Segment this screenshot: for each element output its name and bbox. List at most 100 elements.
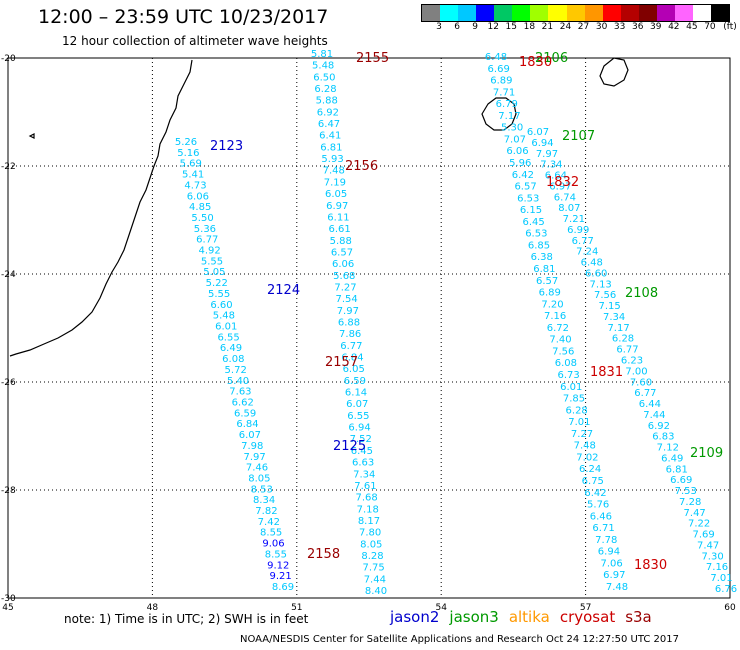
- legend-tick-label: 30: [595, 22, 608, 32]
- legend-swatch: [476, 5, 495, 21]
- wave-height-value: 6.77: [340, 341, 362, 352]
- wave-height-value: 6.62: [232, 397, 254, 408]
- legend-tick-label: 70: [704, 22, 716, 32]
- wave-height-value: 4.92: [199, 246, 221, 257]
- satellite-legend-s3a: s3a: [625, 608, 652, 626]
- wave-height-value: 8.34: [253, 495, 275, 506]
- wave-height-value: 5.55: [208, 289, 230, 300]
- lat-tick-label: -28: [1, 486, 16, 496]
- legend-swatch: [584, 5, 603, 21]
- wave-height-value: 8.53: [251, 484, 273, 495]
- wave-height-value: 7.53: [675, 486, 697, 497]
- wave-height-value: 6.01: [560, 382, 582, 393]
- wave-height-value: 5.30: [501, 123, 523, 134]
- wave-height-value: 6.50: [313, 72, 335, 83]
- legend-tick-label: 15: [505, 22, 518, 32]
- wave-height-value: 7.48: [574, 441, 596, 452]
- wave-height-value: 7.27: [571, 429, 593, 440]
- wave-height-value: 5.88: [316, 96, 338, 107]
- pass-label-jason3: 2107: [562, 129, 595, 144]
- wave-height-value: 8.69: [272, 582, 294, 593]
- wave-height-value: 8.07: [558, 203, 580, 214]
- pass-label-cryosat: 1832: [546, 175, 579, 190]
- wave-height-value: 7.15: [598, 301, 620, 312]
- legend-tick-label: 27: [577, 22, 590, 32]
- legend-swatch: [656, 5, 675, 21]
- pass-label-s3a: 2157: [325, 355, 358, 370]
- wave-height-value: 6.94: [598, 547, 620, 558]
- wave-height-value: 7.22: [688, 519, 710, 530]
- wave-height-value: 8.40: [365, 586, 387, 597]
- wave-height-value: 7.47: [684, 508, 706, 519]
- legend-tick-label: 39: [650, 22, 662, 32]
- legend-tick-label: 18: [523, 22, 536, 32]
- wave-height-value: 7.28: [679, 497, 701, 508]
- wave-height-value: 8.05: [360, 539, 382, 550]
- wave-height-value: 5.76: [587, 500, 609, 511]
- wave-height-value: 6.84: [236, 419, 258, 430]
- wave-height-value: 6.75: [582, 476, 604, 487]
- legend-tick-label: 12: [487, 22, 499, 32]
- wave-height-value: 6.97: [549, 181, 571, 192]
- wave-height-value: 7.97: [536, 149, 558, 160]
- pass-label-jason3: 2109: [690, 446, 723, 461]
- legend-swatch: [602, 5, 621, 21]
- wave-height-value: 6.55: [347, 411, 369, 422]
- pass-label-s3a: 2155: [356, 51, 389, 66]
- legend-swatch: [566, 5, 585, 21]
- wave-height-value: 7.16: [706, 562, 728, 573]
- lat-tick-label: -30: [1, 594, 16, 604]
- map-axis-labels: 45 48 51 54 57 60 -20 -22 -24 -26 -28 -30: [1, 54, 736, 610]
- wave-height-value: 7.44: [643, 410, 665, 421]
- wave-height-value: 6.45: [351, 446, 373, 457]
- pass-label-jason2: 2123: [210, 139, 243, 154]
- altimeter-tracks: 5.815.486.506.285.886.926.476.416.815.93…: [175, 49, 737, 597]
- lat-tick-label: -26: [1, 378, 16, 388]
- wave-height-value: 6.42: [584, 488, 606, 499]
- wave-height-value: 5.55: [201, 256, 223, 267]
- wave-height-value: 7.80: [359, 528, 381, 539]
- wave-height-value: 6.81: [666, 464, 688, 475]
- wave-height-value: 6.06: [332, 259, 354, 270]
- wave-height-value: 5.48: [312, 61, 334, 72]
- wave-height-value: 7.69: [692, 530, 714, 541]
- wave-height-value: 4.85: [189, 202, 211, 213]
- wave-height-value: 6.07: [527, 127, 549, 138]
- wave-height-value: 5.36: [194, 224, 216, 235]
- color-scale-legend: [421, 4, 730, 22]
- wave-height-value: 7.78: [595, 535, 617, 546]
- wave-height-value: 7.71: [493, 87, 515, 98]
- wave-height-value: 7.21: [563, 214, 585, 225]
- wave-height-value: 5.16: [177, 148, 199, 159]
- wave-height-value: 6.99: [567, 225, 589, 236]
- wave-height-value: 9.21: [270, 571, 292, 582]
- wave-height-value: 7.01: [568, 417, 590, 428]
- lat-tick-label: -24: [1, 270, 16, 280]
- wave-height-value: 6.61: [328, 224, 350, 235]
- wave-height-value: 7.20: [541, 299, 563, 310]
- wave-height-value: 6.71: [592, 523, 614, 534]
- legend-tick-label: 21: [541, 22, 554, 32]
- legend-tick-label: 45: [686, 22, 698, 32]
- wave-height-value: 7.82: [255, 506, 277, 517]
- wave-height-value: 6.08: [222, 354, 244, 365]
- wave-height-value: 6.81: [533, 264, 555, 275]
- pass-label-s3a: 2158: [307, 547, 340, 562]
- wave-height-value: 6.08: [555, 358, 577, 369]
- wave-height-value: 6.73: [557, 370, 579, 381]
- page-title: 12:00 – 23:59 UTC 10/23/2017: [38, 6, 329, 28]
- wave-height-value: 7.17: [498, 111, 520, 122]
- wave-height-value: 6.89: [490, 76, 512, 87]
- wave-height-value: 5.50: [191, 213, 213, 224]
- wave-height-value: 6.64: [545, 171, 567, 182]
- legend-tick-label: 33: [613, 22, 626, 32]
- lon-tick-label: 51: [291, 603, 302, 610]
- wave-height-value: 6.42: [512, 170, 534, 181]
- wave-height-value: 5.93: [321, 154, 343, 165]
- wave-height-value: 7.54: [336, 294, 358, 305]
- wave-height-value: 6.59: [234, 408, 256, 419]
- wave-height-value: 7.07: [504, 134, 526, 145]
- wave-height-value: 6.88: [338, 318, 360, 329]
- wave-height-value: 6.11: [327, 212, 349, 223]
- wave-height-value: 6.83: [652, 432, 674, 443]
